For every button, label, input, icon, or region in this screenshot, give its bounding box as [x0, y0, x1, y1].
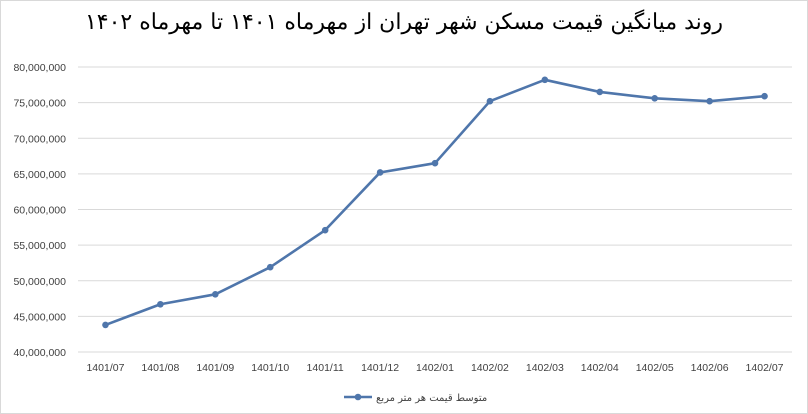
data-point: [761, 92, 768, 100]
gridlines: [78, 66, 792, 353]
y-tick-label: 55,000,000: [13, 240, 66, 252]
x-tick-label: 1402/06: [691, 362, 729, 374]
x-tick-label: 1401/10: [251, 362, 289, 374]
legend-point-marker: [354, 393, 362, 401]
data-point: [321, 226, 329, 234]
series-group: [102, 76, 768, 329]
legend: متوسط قیمت هر متر مربع: [344, 393, 487, 404]
x-tick-label: 1402/03: [526, 362, 564, 374]
data-point: [157, 300, 164, 308]
chart-title: روند میانگین قیمت مسکن شهر تهران از مهرم…: [84, 10, 724, 35]
data-point: [651, 95, 658, 102]
data-point: [431, 159, 439, 167]
x-tick-label: 1402/05: [636, 362, 674, 374]
data-point: [541, 76, 549, 84]
y-tick-label: 45,000,000: [13, 311, 66, 323]
data-point: [486, 97, 494, 105]
y-tick-label: 75,000,000: [13, 98, 66, 110]
data-point: [706, 97, 713, 105]
data-point: [102, 321, 109, 329]
data-point: [212, 290, 219, 298]
y-tick-label: 40,000,000: [13, 347, 66, 359]
y-tick-label: 60,000,000: [13, 205, 66, 217]
x-tick-label: 1401/08: [141, 362, 179, 374]
y-tick-label: 70,000,000: [13, 133, 66, 145]
x-tick-label: 1402/01: [416, 362, 454, 374]
data-point: [376, 169, 384, 176]
data-point: [266, 263, 274, 271]
legend-label: متوسط قیمت هر متر مربع: [376, 393, 487, 404]
x-tick-label: 1402/04: [581, 362, 619, 374]
data-point: [596, 88, 604, 96]
x-tick-label: 1401/12: [361, 362, 399, 374]
x-tick-label: 1402/02: [471, 362, 509, 374]
y-tick-label: 80,000,000: [13, 62, 66, 74]
x-tick-label: 1402/07: [746, 362, 784, 374]
series-line: [105, 78, 765, 327]
x-tick-label: 1401/07: [86, 362, 124, 374]
y-tick-label: 50,000,000: [13, 276, 66, 288]
x-axis-ticks: 1401/07 1401/08 1401/09 1401/10 1401/11 1401/…: [86, 362, 783, 374]
x-tick-label: 1401/09: [196, 362, 234, 374]
y-tick-label: 65,000,000: [13, 169, 66, 181]
x-tick-label: 1401/11: [307, 362, 344, 374]
y-axis-ticks: 40,000,000 45,000,000 50,000,000 55,000,000…: [13, 62, 66, 359]
